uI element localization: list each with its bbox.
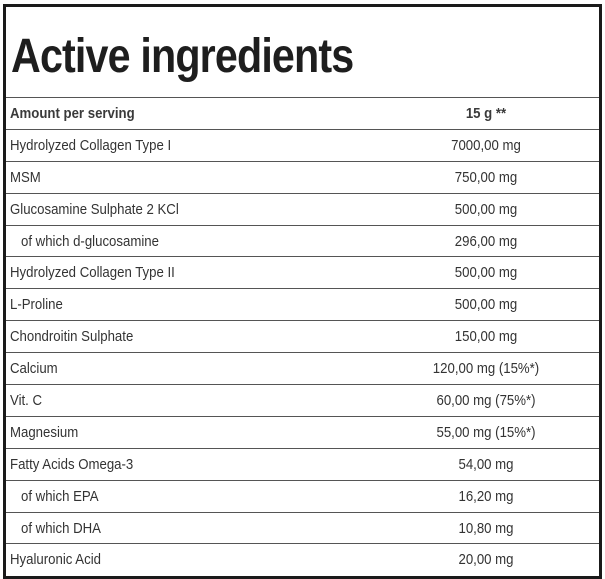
ingredient-amount: 10,80 mg — [458, 519, 514, 537]
header-value: 15 g ** — [465, 105, 507, 122]
table-row: Hydrolyzed Collagen Type I 7000,00 mg — [6, 128, 599, 161]
table-row: Fatty Acids Omega-3 54,00 mg — [6, 447, 599, 480]
ingredient-name: Chondroitin Sulphate — [10, 328, 134, 346]
table-row: Glucosamine Sulphate 2 KCl 500,00 mg — [6, 192, 599, 225]
ingredient-name: Fatty Acids Omega-3 — [10, 455, 134, 473]
table-row: MSM 750,00 mg — [6, 160, 599, 193]
ingredient-amount: 54,00 mg — [458, 455, 514, 473]
ingredient-amount: 55,00 mg (15%*) — [436, 423, 536, 441]
ingredient-amount: 500,00 mg — [454, 264, 518, 282]
table-row: Magnesium 55,00 mg (15%*) — [6, 415, 599, 448]
ingredient-name: Vit. C — [10, 392, 43, 410]
table-header-row: Amount per serving 15 g ** — [6, 97, 599, 129]
table-row: Hydrolyzed Collagen Type II 500,00 mg — [6, 256, 599, 288]
table-row: of which DHA 10,80 mg — [6, 511, 599, 544]
ingredient-amount: 750,00 mg — [454, 168, 518, 186]
ingredient-amount: 120,00 mg (15%*) — [432, 360, 540, 378]
table-row: Vit. C 60,00 mg (75%*) — [6, 384, 599, 416]
table-row: Hyaluronic Acid 20,00 mg — [6, 543, 599, 575]
ingredient-amount: 7000,00 mg — [451, 136, 521, 154]
ingredient-name: Hydrolyzed Collagen Type II — [10, 264, 175, 282]
ingredients-table: Amount per serving 15 g ** Hydrolyzed Co… — [6, 97, 599, 575]
ingredient-name: of which DHA — [21, 519, 101, 537]
table-row: of which d-glucosamine 296,00 mg — [6, 224, 599, 257]
ingredient-name: Glucosamine Sulphate 2 KCl — [10, 200, 179, 218]
ingredient-name: MSM — [10, 168, 41, 186]
ingredient-amount: 296,00 mg — [454, 232, 518, 250]
ingredient-name: of which d-glucosamine — [21, 232, 159, 250]
ingredient-amount: 60,00 mg (75%*) — [436, 392, 536, 410]
ingredient-amount: 500,00 mg — [454, 296, 518, 314]
page-title: Active ingredients — [11, 30, 354, 83]
table-row: of which EPA 16,20 mg — [6, 479, 599, 512]
ingredient-name: Hyaluronic Acid — [10, 551, 101, 569]
table-row: Calcium 120,00 mg (15%*) — [6, 352, 599, 384]
ingredient-amount: 20,00 mg — [458, 551, 514, 569]
ingredient-amount: 500,00 mg — [454, 200, 518, 218]
ingredient-name: Magnesium — [10, 423, 79, 441]
ingredient-name: of which EPA — [21, 487, 99, 505]
ingredient-amount: 150,00 mg — [454, 328, 518, 346]
ingredient-name: L-Proline — [10, 296, 63, 314]
ingredient-name: Calcium — [10, 360, 58, 378]
ingredients-panel: Active ingredients Amount per serving 15… — [3, 4, 602, 579]
table-row: Chondroitin Sulphate 150,00 mg — [6, 320, 599, 352]
ingredient-amount: 16,20 mg — [458, 487, 514, 505]
header-label: Amount per serving — [10, 105, 135, 122]
table-row: L-Proline 500,00 mg — [6, 288, 599, 320]
ingredient-name: Hydrolyzed Collagen Type I — [10, 136, 172, 154]
